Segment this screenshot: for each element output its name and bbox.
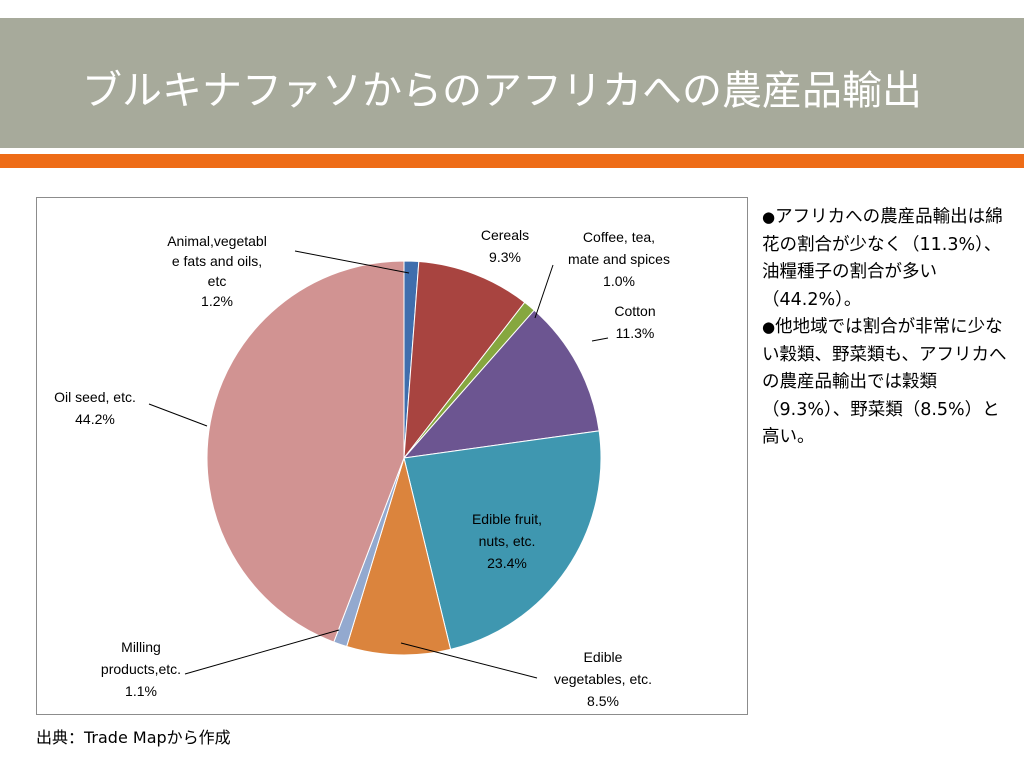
pie-slices bbox=[206, 260, 602, 656]
bullet-item: ●他地域では割合が非常に少ない穀類、野菜類も、アフリカへの農産品輸出では穀類（9… bbox=[762, 314, 1016, 452]
source-note: 出典：Trade Mapから作成 bbox=[36, 728, 231, 747]
leader-line bbox=[148, 403, 208, 427]
slice-label-line: Edible bbox=[584, 649, 623, 665]
pie-chart: Animal,vegetabl e fats and oils, etc 1.2% Ce… bbox=[54, 227, 670, 709]
leader-line bbox=[591, 337, 609, 342]
slice-label-line: products,etc. bbox=[101, 661, 181, 677]
slice-label-line: Coffee, tea, bbox=[583, 229, 655, 245]
bullet-mark: ● bbox=[762, 318, 776, 336]
slice-label: Oil seed, etc. 44.2% bbox=[54, 389, 136, 427]
slice-label-line: Animal,vegetabl bbox=[167, 233, 267, 249]
chart-frame: Animal,vegetabl e fats and oils, etc 1.2% Ce… bbox=[36, 197, 748, 715]
title-band bbox=[0, 18, 1024, 148]
slice-label-line: Oil seed, etc. bbox=[54, 389, 136, 405]
pie-slice bbox=[346, 456, 452, 656]
bullet-list: ●アフリカへの農産品輸出は綿花の割合が少なく（11.3%）、油糧種子の割合が多い… bbox=[762, 204, 1016, 452]
pie-slice bbox=[206, 260, 405, 643]
bullet-text: アフリカへの農産品輸出は綿花の割合が少なく（11.3%）、油糧種子の割合が多い（… bbox=[762, 207, 1003, 310]
slice-label-line: vegetables, etc. bbox=[554, 671, 652, 687]
accent-bar bbox=[0, 154, 1024, 168]
slice-label-line: 9.3% bbox=[489, 249, 521, 265]
slice-label-line: e fats and oils, bbox=[172, 253, 262, 269]
slice-label: Cotton 11.3% bbox=[614, 303, 655, 341]
slide-title: ブルキナファソからのアフリカへの農産品輸出 bbox=[82, 68, 922, 114]
slice-label-line: Cotton bbox=[614, 303, 655, 319]
slice-label: Edible fruit, nuts, etc. 23.4% bbox=[472, 511, 542, 571]
leader-line bbox=[400, 642, 538, 679]
pie-slice bbox=[403, 261, 526, 460]
bullet-text: 他地域では割合が非常に少ない穀類、野菜類も、アフリカへの農産品輸出では穀類（9.… bbox=[762, 317, 1007, 447]
leader-line bbox=[294, 250, 410, 274]
slice-labels: Animal,vegetabl e fats and oils, etc 1.2% Ce… bbox=[54, 227, 670, 709]
slice-label-line: etc bbox=[208, 273, 227, 289]
slice-label-line: Milling bbox=[121, 639, 161, 655]
bullet-item: ●アフリカへの農産品輸出は綿花の割合が少なく（11.3%）、油糧種子の割合が多い… bbox=[762, 204, 1016, 314]
slice-label-line: 11.3% bbox=[616, 325, 655, 341]
slice-label-line: 1.0% bbox=[603, 273, 635, 289]
slice-label: Coffee, tea, mate and spices 1.0% bbox=[568, 229, 670, 289]
slice-label-line: 1.2% bbox=[201, 293, 233, 309]
pie-slice bbox=[403, 430, 602, 651]
slice-label-line: Edible fruit, bbox=[472, 511, 542, 527]
slice-label-line: 8.5% bbox=[587, 693, 619, 709]
leader-line bbox=[184, 629, 340, 675]
slice-label: Cereals 9.3% bbox=[481, 227, 529, 265]
leader-line bbox=[534, 264, 554, 319]
slice-label-line: Cereals bbox=[481, 227, 529, 243]
slice-label-line: nuts, etc. bbox=[479, 533, 536, 549]
leader-lines bbox=[148, 250, 609, 679]
pie-slice bbox=[402, 309, 600, 459]
bullet-mark: ● bbox=[762, 208, 776, 226]
slice-label-line: mate and spices bbox=[568, 251, 670, 267]
slice-label: Edible vegetables, etc. 8.5% bbox=[554, 649, 652, 709]
slice-label: Milling products,etc. 1.1% bbox=[101, 639, 181, 699]
slice-label-line: 1.1% bbox=[125, 683, 157, 699]
slice-label: Animal,vegetabl e fats and oils, etc 1.2% bbox=[167, 233, 267, 309]
slice-label-line: 23.4% bbox=[487, 555, 527, 571]
slice-label-line: 44.2% bbox=[75, 411, 115, 427]
